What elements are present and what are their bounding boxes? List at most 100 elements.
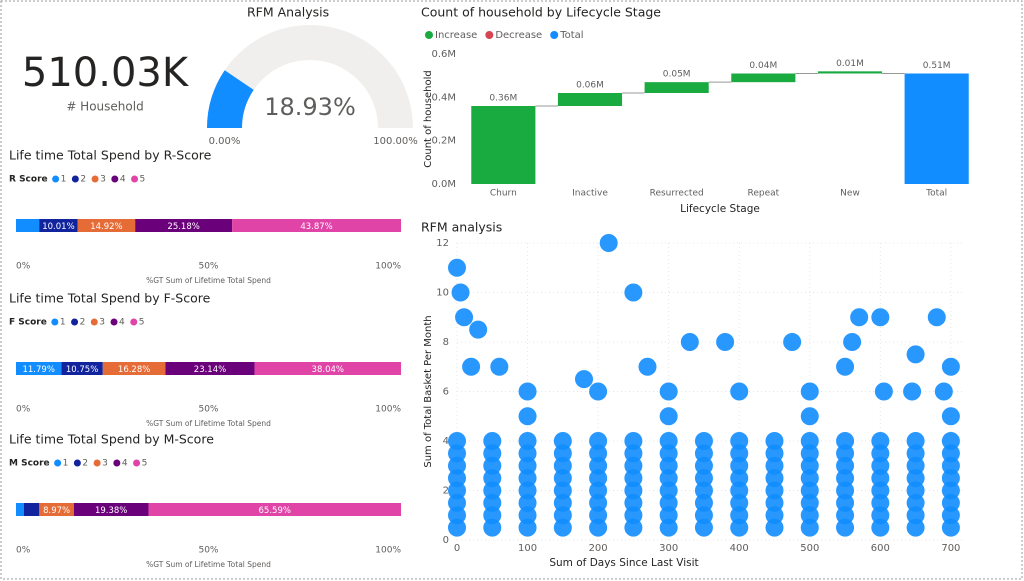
point: [624, 518, 643, 537]
point: [871, 481, 890, 500]
point: [941, 493, 960, 512]
value-label: 8.97%: [43, 506, 70, 516]
card-label: # Household: [66, 100, 143, 114]
point: [448, 456, 466, 475]
point: [941, 357, 960, 376]
point: [927, 308, 946, 327]
point: [448, 469, 466, 488]
point: [783, 333, 802, 351]
point: [871, 493, 890, 512]
gauge-track: [207, 25, 413, 128]
point: [800, 444, 819, 463]
point: [694, 456, 713, 475]
point: [490, 357, 509, 376]
point: [624, 493, 643, 512]
point: [906, 444, 925, 463]
point: [483, 493, 502, 512]
x-axis-title: Sum of Days Since Last Visit: [549, 557, 698, 569]
point: [765, 469, 784, 488]
point: [906, 481, 925, 500]
point: [941, 481, 960, 500]
point: [659, 407, 678, 426]
bar-segment: [77, 219, 136, 232]
x-tick-label: 300: [659, 543, 678, 554]
point: [694, 432, 713, 450]
bar: [817, 71, 883, 74]
point: [589, 432, 608, 450]
value-label: 0.04M: [749, 61, 777, 71]
point: [518, 456, 537, 475]
point: [871, 518, 890, 537]
bar-segment: [16, 219, 40, 232]
point: [483, 432, 502, 450]
point: [800, 407, 819, 426]
x-tick-label: Inactive: [572, 189, 608, 199]
point: [624, 456, 643, 475]
x-tick-label: 600: [871, 543, 890, 554]
point: [469, 320, 488, 339]
y-tick-label: 0.6M: [431, 49, 456, 60]
point: [730, 481, 749, 500]
point: [518, 407, 537, 426]
point: [906, 469, 925, 488]
point: [906, 456, 925, 475]
point: [518, 469, 537, 488]
point: [694, 444, 713, 463]
point: [765, 444, 784, 463]
point: [730, 456, 749, 475]
point: [589, 469, 608, 488]
point: [553, 506, 572, 525]
legend-label: 4: [119, 318, 125, 328]
point: [589, 493, 608, 512]
point: [843, 333, 862, 351]
point: [518, 506, 537, 525]
x-axis-title: %GT Sum of Lifetime Total Spend: [146, 419, 271, 428]
point: [659, 518, 678, 537]
point: [765, 518, 784, 537]
point: [624, 506, 643, 525]
point: [850, 308, 869, 327]
legend-marker: [71, 175, 79, 183]
point: [589, 518, 608, 537]
point: [518, 493, 537, 512]
point: [448, 518, 466, 537]
point: [483, 444, 502, 463]
legend-label: Increase: [435, 30, 477, 41]
point: [589, 481, 608, 500]
point: [730, 506, 749, 525]
bar-segment: [16, 362, 62, 375]
x-tick-label: 200: [589, 543, 608, 554]
legend-marker: [71, 318, 79, 326]
legend-marker: [90, 318, 98, 326]
legend-label: 3: [102, 459, 108, 469]
x-tick-label: 0%: [16, 546, 31, 556]
value-label: 19.38%: [95, 506, 127, 516]
point: [800, 382, 819, 401]
bar-segment: [39, 219, 78, 232]
point: [518, 444, 537, 463]
point: [836, 481, 855, 500]
value-label: 0.06M: [576, 81, 604, 91]
point: [716, 333, 735, 351]
point: [483, 456, 502, 475]
point: [638, 357, 657, 376]
x-tick-label: 100%: [375, 405, 401, 415]
y-axis-title: Sum of Total Basket Per Month: [423, 315, 434, 467]
legend-label: 1: [63, 459, 69, 469]
bar-segment: [39, 503, 74, 516]
gauge-tick-label: 0.00%: [209, 136, 241, 147]
point: [941, 506, 960, 525]
point: [483, 506, 502, 525]
point: [836, 506, 855, 525]
point: [730, 469, 749, 488]
x-tick-label: Resurrected: [650, 189, 704, 199]
bar: [904, 73, 969, 184]
point: [694, 481, 713, 500]
point: [518, 382, 537, 401]
value-label: 10.01%: [42, 222, 74, 232]
point: [903, 382, 922, 401]
point: [800, 432, 819, 450]
legend-marker: [51, 318, 59, 326]
bar-segment: [73, 503, 149, 516]
